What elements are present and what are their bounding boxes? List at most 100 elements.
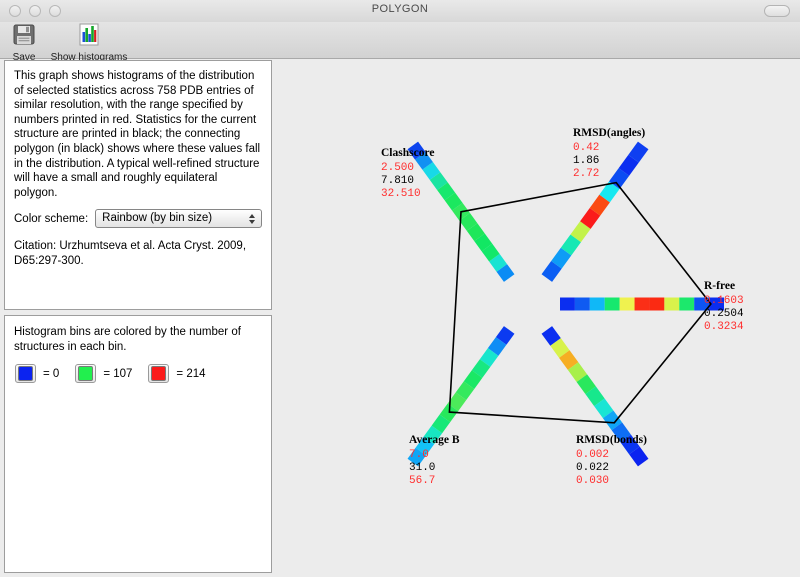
legend-swatch-container [148, 364, 170, 384]
histogram-bin [559, 350, 579, 370]
histogram-bin [589, 194, 610, 216]
minimize-button[interactable] [29, 5, 41, 17]
description-panel: This graph shows histograms of the distr… [4, 60, 272, 310]
axis-spoke-average-b [407, 326, 515, 467]
histogram-bin [444, 192, 463, 211]
axis-spoke-rmsd-angles- [541, 141, 649, 282]
histogram-bin [585, 386, 605, 407]
axis-value-max: 0.3234 [704, 321, 744, 333]
histogram-bin [422, 162, 441, 180]
histogram-bin [599, 181, 620, 203]
histogram-bin [560, 234, 581, 256]
histogram-bin [471, 359, 491, 378]
histogram-bin [437, 182, 456, 201]
legend-value-min: = 0 [43, 367, 60, 380]
window-title: POLYGON [371, 3, 429, 15]
axis-value-current: 0.022 [576, 462, 609, 474]
legend-swatch-container [15, 364, 36, 384]
axis-spoke-rmsd-bonds- [541, 326, 649, 467]
bar-chart-icon [77, 23, 101, 51]
legend-item-min: = 0 [15, 364, 60, 384]
axis-spoke-r-free [560, 297, 724, 311]
histogram-bin [459, 213, 478, 231]
axis-spoke-clashscore [407, 141, 515, 282]
polygon-graph: Clashscore 2.500 7.810 32.510 RMSD(angles) 0.… [276, 60, 800, 577]
legend-color-swatch-red [151, 366, 167, 382]
histogram-bin [649, 297, 665, 311]
stepper-arrows-icon [244, 211, 259, 226]
legend-color-swatch-blue [18, 366, 33, 382]
axis-title: Average B [409, 434, 460, 446]
histogram-bin [447, 392, 467, 412]
legend-value-mid: = 107 [103, 367, 133, 380]
color-scheme-label: Color scheme: [14, 212, 89, 225]
histogram-bin [479, 348, 499, 367]
show-histograms-label: Show histograms [50, 52, 128, 63]
floppy-disk-icon [11, 24, 37, 51]
histogram-bin [664, 297, 680, 311]
histogram-bin [634, 297, 650, 311]
axis-title: Clashscore [381, 147, 434, 159]
axis-label-group: Average B 7.031.056.7 [409, 434, 460, 487]
histogram-bin [679, 297, 695, 311]
citation-text: Citation: Urzhumtseva et al. Acta Cryst.… [14, 240, 247, 267]
histogram-bin [407, 447, 427, 467]
histogram-bin [629, 446, 649, 467]
structure-polygon [448, 181, 712, 424]
legend-swatches: = 0 = 107 = 214 [15, 364, 271, 384]
histogram-bin [570, 221, 591, 243]
axis-value-current: 31.0 [409, 462, 435, 474]
close-button[interactable] [9, 5, 21, 17]
save-button[interactable]: Save [4, 23, 44, 63]
histogram-bin [550, 338, 570, 358]
histogram-bin [541, 326, 561, 346]
legend-panel: Histogram bins are colored by the number… [4, 315, 272, 573]
axis-label-group: RMSD(angles) 0.421.862.72 [573, 127, 645, 180]
histogram-bin [423, 425, 443, 445]
axis-value-max: 32.510 [381, 188, 421, 200]
toolbar-toggle-button[interactable] [764, 5, 790, 17]
legend-item-mid: = 107 [75, 364, 133, 384]
histogram-bin [407, 141, 426, 160]
histogram-bin [463, 370, 483, 389]
axis-value-max: 56.7 [409, 475, 435, 487]
legend-swatch-container [75, 364, 97, 384]
axis-title: R-free [704, 280, 735, 292]
histogram-bin [415, 436, 435, 456]
histogram-bin [496, 264, 515, 282]
histogram-bin [709, 297, 724, 311]
histogram-bin [619, 297, 635, 311]
color-scheme-select[interactable]: Rainbow (by bin size) [95, 209, 262, 229]
save-button-label: Save [12, 52, 36, 63]
histogram-bin [602, 410, 623, 431]
histogram-bin [611, 422, 631, 443]
histogram-bin [429, 172, 448, 191]
main-toolbar: Save Show histograms [0, 22, 800, 63]
axis-value-max: 2.72 [573, 168, 599, 180]
histogram-bin [466, 223, 485, 242]
axis-value-min: 0.42 [573, 142, 599, 154]
histogram-bin [694, 297, 710, 311]
window-titlebar: POLYGON [0, 0, 800, 23]
axis-value-min: 0.1603 [704, 295, 744, 307]
histogram-bin [628, 141, 649, 163]
axis-value-min: 2.500 [381, 162, 414, 174]
axis-value-max: 0.030 [576, 475, 609, 487]
axis-value-min: 0.002 [576, 449, 609, 461]
histogram-bin [551, 247, 572, 269]
histogram-bin [489, 253, 508, 272]
axis-title: RMSD(bonds) [576, 434, 647, 446]
axis-value-current: 7.810 [381, 175, 414, 187]
histogram-bin [495, 326, 515, 345]
histogram-bin [560, 297, 575, 311]
histogram-bin [487, 337, 507, 356]
histogram-bin [589, 297, 605, 311]
zoom-button[interactable] [49, 5, 61, 17]
legend-color-swatch-green [78, 366, 94, 382]
traffic-lights [9, 5, 61, 17]
histogram-bin [431, 414, 451, 434]
show-histograms-button[interactable]: Show histograms [46, 23, 132, 63]
